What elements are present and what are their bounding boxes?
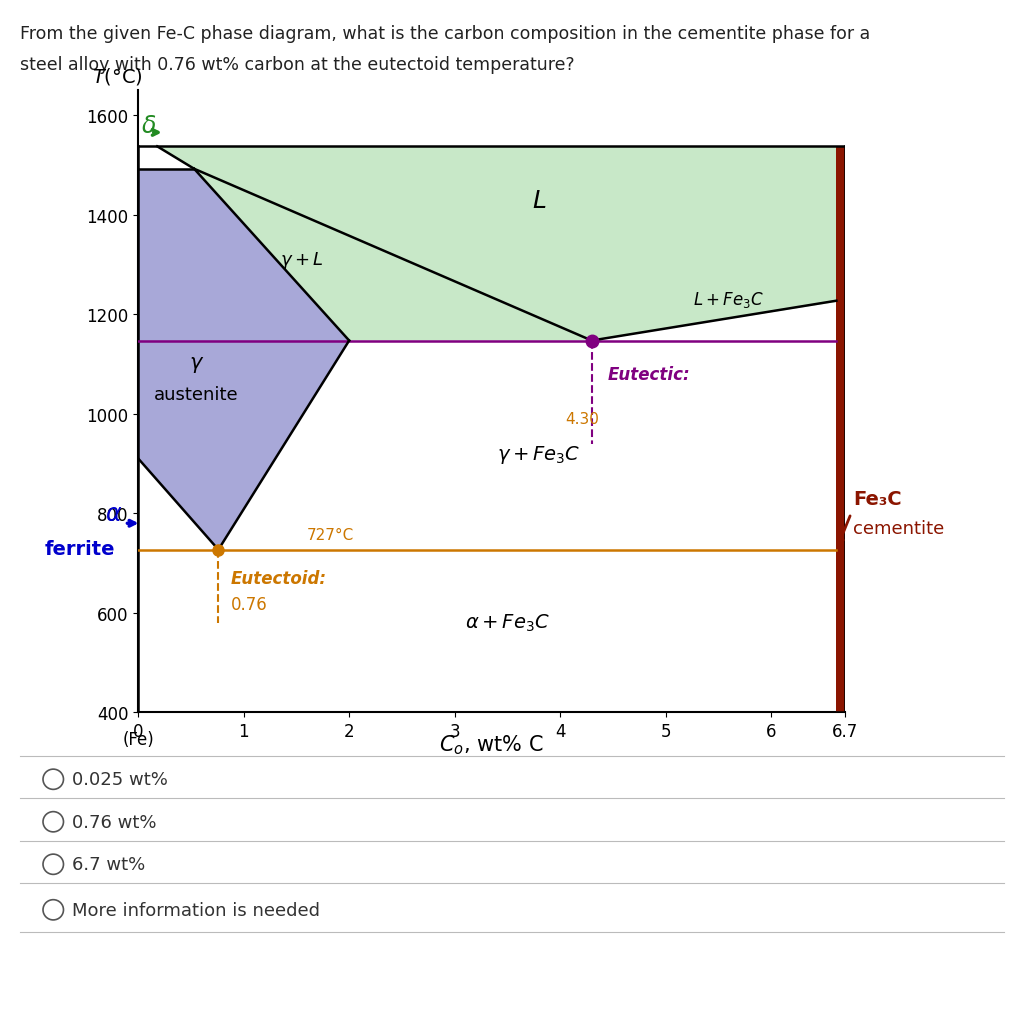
Text: (Fe): (Fe) [122,730,155,748]
Text: $\gamma + Fe_3C$: $\gamma + Fe_3C$ [498,443,581,465]
Text: More information is needed: More information is needed [72,901,319,919]
Text: $C_o$, wt% C: $C_o$, wt% C [439,733,544,756]
Text: Eutectoid:: Eutectoid: [231,569,327,587]
Text: 0.76: 0.76 [231,595,268,614]
Polygon shape [158,148,845,341]
Polygon shape [138,170,349,550]
Text: $\gamma$: $\gamma$ [188,355,204,374]
Text: $\alpha + Fe_3C$: $\alpha + Fe_3C$ [465,613,550,634]
Text: 0.76 wt%: 0.76 wt% [72,813,157,831]
Text: $\gamma + L$: $\gamma + L$ [280,250,324,271]
Text: $\alpha$: $\alpha$ [105,501,123,526]
Text: ferrite: ferrite [45,539,116,558]
Text: 727°C: 727°C [307,528,354,543]
Text: Eutectic:: Eutectic: [607,366,690,383]
Text: Fe₃C: Fe₃C [853,489,902,509]
Text: L: L [532,188,546,212]
Text: cementite: cementite [853,520,944,538]
Text: steel alloy with 0.76 wt% carbon at the eutectoid temperature?: steel alloy with 0.76 wt% carbon at the … [20,56,575,74]
Text: $\delta$: $\delta$ [141,114,157,137]
Bar [837,148,845,713]
Text: 0.025 wt%: 0.025 wt% [72,770,168,789]
Text: $T$(°C): $T$(°C) [92,66,143,87]
Text: From the given Fe-C phase diagram, what is the carbon composition in the cementi: From the given Fe-C phase diagram, what … [20,25,870,43]
Text: austenite: austenite [154,385,239,403]
Text: 6.7 wt%: 6.7 wt% [72,855,145,874]
Text: $L+ Fe_3C$: $L+ Fe_3C$ [693,290,764,310]
Text: 4.30: 4.30 [565,411,599,427]
